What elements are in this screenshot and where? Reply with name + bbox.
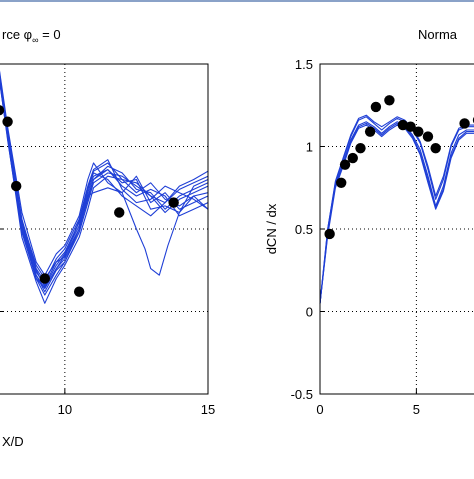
y-tick-label: 1 <box>306 140 313 155</box>
left-plot: rce φ∞ = 0 10 15 X/D <box>0 27 215 449</box>
series-line-3 <box>319 124 474 304</box>
data-point <box>339 159 351 170</box>
data-point <box>405 121 416 132</box>
right-plot-title: Norma <box>418 27 458 42</box>
series-line-3 <box>0 80 209 304</box>
data-point <box>347 152 358 164</box>
left-plot-title: rce φ∞ = 0 <box>2 27 61 45</box>
data-point <box>370 101 382 113</box>
series-line-8 <box>0 77 209 289</box>
data-point <box>413 126 424 137</box>
series-line-9 <box>0 73 209 286</box>
data-point <box>336 177 347 188</box>
data-point <box>2 116 13 127</box>
right-y-axis-label: dCN / dx <box>264 203 279 254</box>
series-line-7 <box>0 72 209 283</box>
data-point <box>114 207 125 218</box>
data-point <box>364 126 376 137</box>
data-point <box>384 95 395 106</box>
series-line-10 <box>0 75 209 289</box>
y-tick-label: -0.5 <box>291 387 313 402</box>
series-line-4 <box>319 114 474 304</box>
x-tick-label: 10 <box>58 402 72 417</box>
y-tick-label: 1.5 <box>295 57 313 72</box>
y-tick-label: 0 <box>306 305 313 320</box>
data-point <box>355 142 366 154</box>
data-point <box>459 118 470 129</box>
x-tick-label: 15 <box>201 402 215 417</box>
left-x-axis-label: X/D <box>2 434 24 449</box>
data-point <box>422 131 434 142</box>
data-point <box>10 180 22 192</box>
data-point <box>73 286 85 297</box>
data-point <box>324 228 335 240</box>
x-tick-label: 0 <box>316 402 323 417</box>
x-tick-label: 5 <box>413 402 420 417</box>
data-point <box>0 105 5 116</box>
data-point <box>39 273 51 284</box>
data-point <box>430 142 441 154</box>
series-line-4 <box>0 70 209 276</box>
data-point <box>168 197 179 208</box>
series-line-1 <box>0 73 209 280</box>
right-plot: Norma 0 5-0.500.511.5 dCN / dx <box>264 27 474 417</box>
series-line-5 <box>319 122 474 304</box>
y-tick-label: 0.5 <box>295 222 313 237</box>
left-plot-frame <box>0 63 209 395</box>
top-border <box>0 0 474 2</box>
